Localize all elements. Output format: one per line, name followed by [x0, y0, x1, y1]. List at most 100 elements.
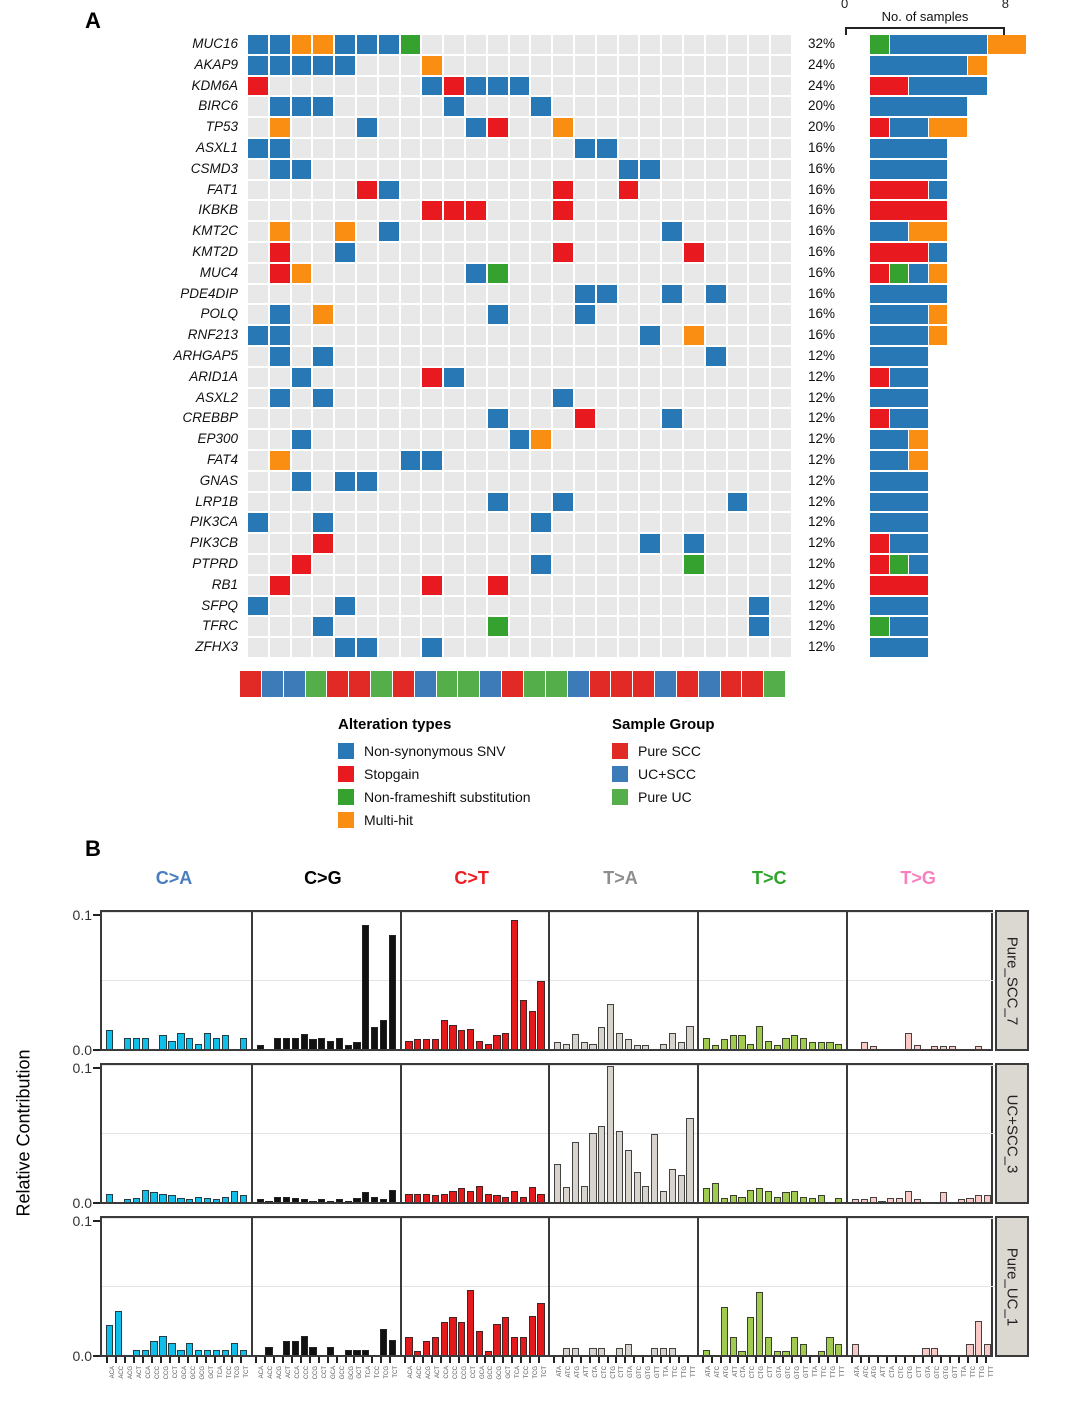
samples-bar-segment: [870, 55, 968, 75]
sample-group-cell: [414, 671, 436, 697]
sample-group-cell: [720, 671, 742, 697]
empty-cell: [465, 596, 486, 616]
signature-bar: [931, 1046, 939, 1049]
empty-cell: [335, 284, 355, 304]
signature-bar: [423, 1193, 431, 1202]
empty-cell: [356, 201, 377, 221]
signature-bar: [983, 1344, 992, 1355]
facet-label: Pure_SCC_7: [1003, 936, 1021, 1025]
samples-bar-segment: [889, 367, 929, 387]
x-context-label: GTC: [786, 1366, 793, 1379]
empty-cell: [378, 263, 399, 283]
samples-bar-segment: [928, 326, 949, 345]
gridline: [401, 980, 549, 981]
gene-label: ARID1A: [189, 368, 238, 384]
empty-cell: [574, 346, 595, 366]
samples-bar-segment: [870, 305, 929, 325]
empty-cell: [727, 326, 748, 345]
x-tick-mark: [913, 1357, 916, 1363]
samples-bar-segment: [870, 471, 929, 491]
alteration-cell: [291, 35, 312, 54]
empty-cell: [683, 222, 704, 241]
empty-cell: [400, 346, 421, 366]
x-context-label: TTT: [690, 1366, 697, 1377]
empty-cell: [356, 222, 377, 241]
legend-item: Non-synonymous SNV: [338, 739, 531, 762]
empty-cell: [683, 159, 704, 179]
samples-bar: [870, 305, 949, 325]
sample-group-cell: [698, 671, 720, 697]
samples-bar: [870, 284, 949, 304]
x-tick-mark: [380, 1357, 383, 1363]
empty-cell: [683, 575, 704, 595]
signature-panel: [846, 1065, 995, 1202]
x-context-label: ATA: [854, 1366, 861, 1377]
signature-bar: [659, 1348, 668, 1355]
samples-bar-segment: [889, 554, 910, 574]
empty-cell: [531, 284, 552, 304]
x-tick-mark: [195, 1357, 198, 1363]
gridline: [699, 1065, 847, 1066]
empty-cell: [618, 367, 639, 387]
x-tick-mark: [904, 1357, 907, 1363]
empty-cell: [269, 617, 290, 637]
signature-bar: [528, 1315, 536, 1355]
x-context-label: ACA: [259, 1366, 266, 1379]
empty-cell: [662, 326, 682, 345]
signature-bar: [720, 1307, 728, 1355]
oncoprint-cells: [248, 638, 791, 657]
x-tick-mark: [502, 1357, 505, 1363]
y-tick-mark: [93, 1202, 100, 1204]
empty-cell: [553, 596, 573, 616]
signature-bar: [309, 1200, 317, 1202]
empty-cell: [335, 554, 355, 574]
empty-cell: [771, 409, 791, 429]
gene-label: ARHGAP5: [173, 347, 238, 363]
signature-panel: [102, 1065, 251, 1202]
empty-cell: [335, 346, 355, 366]
gene-percent: 12%: [808, 368, 836, 384]
empty-cell: [553, 76, 573, 96]
empty-cell: [444, 388, 464, 408]
empty-cell: [269, 430, 290, 449]
alteration-cell: [269, 159, 290, 179]
empty-cell: [313, 638, 334, 657]
x-context-label: ATC: [714, 1366, 721, 1378]
empty-cell: [705, 35, 726, 54]
signature-bar: [913, 1199, 921, 1202]
x-context-label: TCC: [226, 1366, 233, 1379]
empty-cell: [465, 513, 486, 533]
signature-bar: [344, 1349, 352, 1355]
gene-label: POLQ: [200, 306, 238, 322]
empty-cell: [465, 346, 486, 366]
samples-bar-segment: [870, 575, 929, 595]
x-context-label: ACT: [434, 1366, 441, 1378]
x-context-label: CCT: [470, 1366, 477, 1379]
samples-bar-segment: [870, 554, 890, 574]
empty-cell: [553, 97, 573, 117]
x-context-label: CTC: [899, 1366, 906, 1379]
x-context-label: TTA: [664, 1366, 671, 1377]
legend-item: Stopgain: [338, 762, 531, 785]
empty-cell: [705, 326, 726, 345]
empty-cell: [531, 159, 552, 179]
empty-cell: [356, 242, 377, 262]
empty-cell: [335, 450, 355, 470]
empty-cell: [574, 35, 595, 54]
empty-cell: [640, 617, 661, 637]
empty-cell: [422, 97, 443, 117]
empty-cell: [640, 305, 661, 325]
x-context-label: TTA: [961, 1366, 968, 1377]
empty-cell: [509, 180, 530, 200]
alteration-cell: [705, 346, 726, 366]
empty-cell: [378, 554, 399, 574]
gridline: [252, 1065, 400, 1066]
alteration-cell: [248, 76, 268, 96]
alteration-cell: [422, 55, 443, 75]
signature-bar: [519, 1196, 528, 1202]
empty-cell: [683, 263, 704, 283]
empty-cell: [444, 492, 464, 512]
x-context-label: TCT: [244, 1366, 251, 1378]
empty-cell: [248, 97, 268, 117]
oncoprint-row: IKBKB 16%: [0, 201, 1080, 221]
